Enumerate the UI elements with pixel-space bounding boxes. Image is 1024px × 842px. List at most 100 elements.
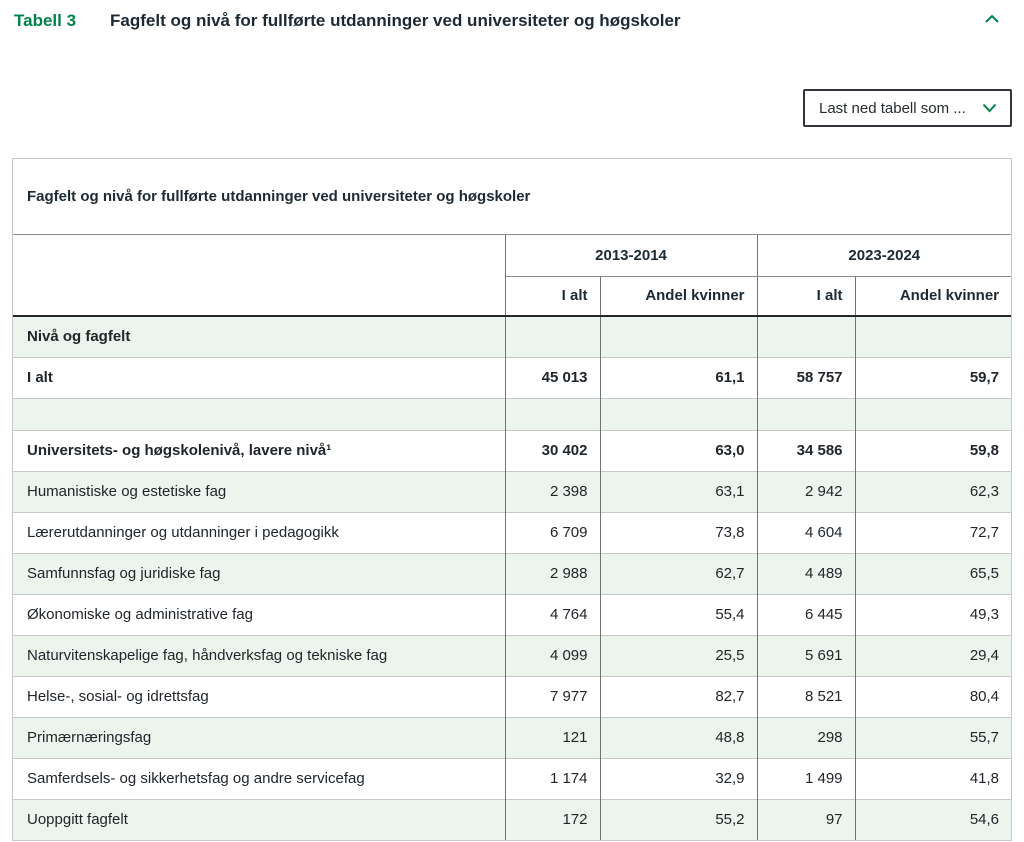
download-select-label: Last ned tabell som ...	[819, 99, 966, 117]
table-row: Primærnæringsfag 121 48,8 298 55,7	[13, 716, 1012, 758]
value-cell: 34 586	[756, 429, 856, 471]
row-label: Samferdsels- og sikkerhetsfag og andre s…	[13, 757, 505, 799]
value-cell: 2 942	[756, 470, 856, 512]
value-cell: 4 764	[504, 593, 600, 635]
value-cell: 82,7	[599, 675, 758, 717]
table-row: Humanistiske og estetiske fag 2 398 63,1 2 …	[13, 470, 1012, 512]
table-row: Nivå og fagfelt	[13, 316, 1012, 357]
value-cell: 59,7	[854, 356, 1012, 398]
value-cell: 7 977	[504, 675, 600, 717]
value-cell: 72,7	[854, 511, 1012, 553]
value-cell: 73,8	[599, 511, 758, 553]
value-cell: 97	[756, 798, 856, 840]
value-cell: 29,4	[854, 634, 1012, 676]
stub-header-cell	[13, 235, 505, 317]
year-group-2023-2024: 2023-2024	[756, 235, 1012, 277]
year-group-2013-2014: 2013-2014	[504, 235, 758, 277]
row-label: Uoppgitt fagfelt	[13, 798, 505, 840]
value-cell: 30 402	[504, 429, 600, 471]
value-cell	[504, 316, 600, 357]
data-table: 2013-2014 2023-2024 I alt Andel kvinner …	[13, 235, 1012, 840]
table-row: Samferdsels- og sikkerhetsfag og andre s…	[13, 757, 1012, 799]
value-cell	[854, 397, 1012, 430]
row-label: Økonomiske og administrative fag	[13, 593, 505, 635]
table-row: Samfunnsfag og juridiske fag 2 988 62,7 4 4…	[13, 552, 1012, 594]
value-cell: 25,5	[599, 634, 758, 676]
table-caption: Fagfelt og nivå for fullførte utdanninge…	[13, 159, 1011, 235]
collapse-button[interactable]	[978, 4, 1006, 32]
value-cell: 58 757	[756, 356, 856, 398]
value-cell	[599, 316, 758, 357]
value-cell: 62,7	[599, 552, 758, 594]
value-cell	[756, 397, 856, 430]
value-cell: 32,9	[599, 757, 758, 799]
row-label: Nivå og fagfelt	[27, 328, 131, 346]
row-label: I alt	[13, 356, 505, 398]
value-cell: 8 521	[756, 675, 856, 717]
value-cell: 4 489	[756, 552, 856, 594]
row-label: Universitets- og høgskolenivå, lavere ni…	[13, 429, 505, 471]
chevron-up-icon	[985, 11, 999, 26]
value-cell: 55,4	[599, 593, 758, 635]
value-cell: 61,1	[599, 356, 758, 398]
table-row: Uoppgitt fagfelt 172 55,2 97 54,6	[13, 798, 1012, 840]
value-cell: 172	[504, 798, 600, 840]
value-cell: 65,5	[854, 552, 1012, 594]
table-body: Nivå og fagfelt I alt 45 013 61,1 58 757 59,7…	[13, 316, 1012, 840]
value-cell: 59,8	[854, 429, 1012, 471]
year-group-row: 2013-2014 2023-2024	[13, 235, 1012, 317]
table-row: Økonomiske og administrative fag 4 764 55,…	[13, 593, 1012, 635]
value-cell: 1 174	[504, 757, 600, 799]
value-cell: 63,1	[599, 470, 758, 512]
value-cell	[854, 316, 1012, 357]
value-cell	[504, 397, 600, 430]
value-cell: 298	[756, 716, 856, 758]
column-header-ialt-2013: I alt	[504, 275, 600, 317]
value-cell: 6 709	[504, 511, 600, 553]
page-title: Fagfelt og nivå for fullførte utdanninge…	[110, 11, 681, 30]
column-header-andel-kvinner-2023: Andel kvinner	[854, 275, 1012, 317]
value-cell: 55,7	[854, 716, 1012, 758]
value-cell: 4 099	[504, 634, 600, 676]
value-cell: 2 398	[504, 470, 600, 512]
value-cell: 62,3	[854, 470, 1012, 512]
row-label: Humanistiske og estetiske fag	[13, 470, 505, 512]
column-header-ialt-2023: I alt	[756, 275, 856, 317]
value-cell: 6 445	[756, 593, 856, 635]
value-cell: 41,8	[854, 757, 1012, 799]
value-cell: 48,8	[599, 716, 758, 758]
statistics-table: Fagfelt og nivå for fullførte utdanninge…	[12, 158, 1012, 841]
value-cell: 55,2	[599, 798, 758, 840]
row-label: Naturvitenskapelige fag, håndverksfag og…	[13, 634, 505, 676]
value-cell	[599, 397, 758, 430]
row-label: Lærerutdanninger og utdanninger i pedago…	[13, 511, 505, 553]
table-row	[13, 397, 1012, 430]
row-label: Samfunnsfag og juridiske fag	[13, 552, 505, 594]
table-row: I alt 45 013 61,1 58 757 59,7	[13, 356, 1012, 398]
accordion-header: Tabell 3 Fagfelt og nivå for fullførte u…	[14, 10, 1010, 32]
value-cell: 1 499	[756, 757, 856, 799]
row-label: Helse-, sosial- og idrettsfag	[13, 675, 505, 717]
table-row: Lærerutdanninger og utdanninger i pedago…	[13, 511, 1012, 553]
value-cell: 80,4	[854, 675, 1012, 717]
table-header: 2013-2014 2023-2024 I alt Andel kvinner …	[13, 235, 1012, 317]
row-label: Primærnæringsfag	[13, 716, 505, 758]
value-cell	[756, 316, 856, 357]
table-row: Naturvitenskapelige fag, håndverksfag og…	[13, 634, 1012, 676]
column-header-andel-kvinner-2013: Andel kvinner	[599, 275, 758, 317]
table-row: Universitets- og høgskolenivå, lavere ni…	[13, 429, 1012, 471]
value-cell: 121	[504, 716, 600, 758]
table-row: Helse-, sosial- og idrettsfag 7 977 82,7 8 …	[13, 675, 1012, 717]
sub-header-row: I alt Andel kvinner I alt Andel kvinner	[13, 275, 1012, 317]
download-table-select[interactable]: Last ned tabell som ...	[803, 89, 1012, 127]
value-cell: 4 604	[756, 511, 856, 553]
value-cell: 49,3	[854, 593, 1012, 635]
value-cell: 2 988	[504, 552, 600, 594]
value-cell: 5 691	[756, 634, 856, 676]
chevron-down-icon	[982, 100, 997, 117]
row-label	[13, 397, 505, 430]
table-number-label: Tabell 3	[14, 11, 77, 30]
value-cell: 45 013	[504, 356, 600, 398]
value-cell: 63,0	[599, 429, 758, 471]
